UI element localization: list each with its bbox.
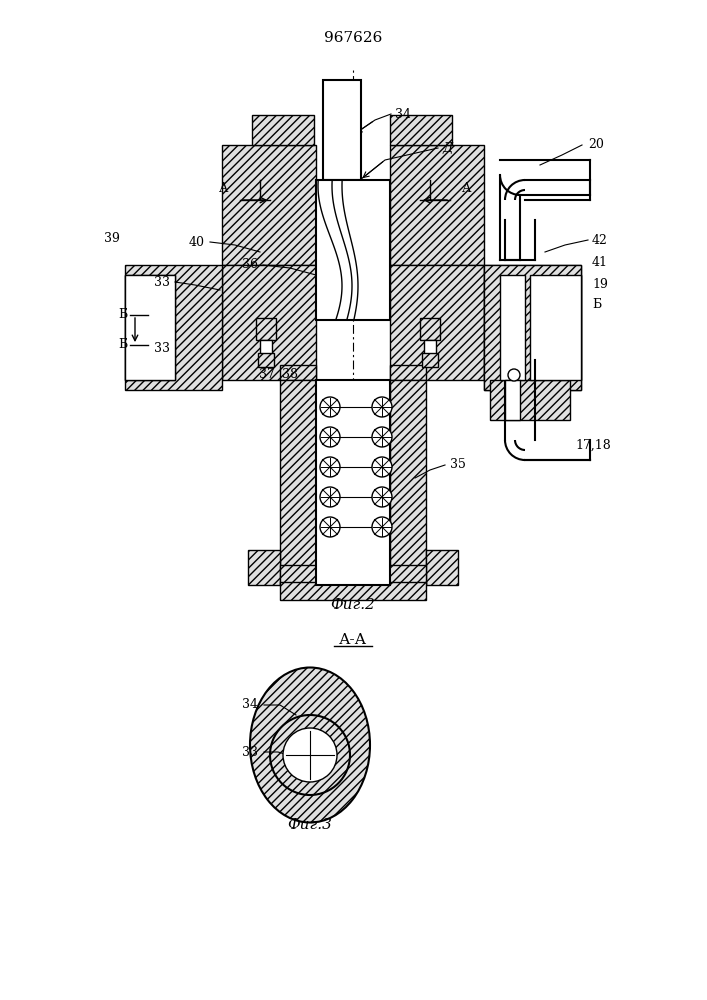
Bar [258, 353, 274, 367]
Bar [316, 380, 390, 585]
Bar [505, 380, 520, 420]
Bar [530, 275, 581, 380]
Text: Б: Б [119, 308, 128, 322]
Circle shape [372, 487, 392, 507]
Bar [390, 115, 452, 145]
Text: 36: 36 [242, 258, 258, 271]
Text: Б: Б [119, 338, 128, 352]
Bar [530, 275, 581, 380]
Bar [484, 265, 581, 390]
Text: А: А [218, 182, 228, 194]
Circle shape [508, 369, 520, 381]
Text: 39: 39 [104, 232, 120, 244]
Text: 967626: 967626 [324, 31, 382, 45]
Text: 20: 20 [588, 138, 604, 151]
Text: Д: Д [442, 141, 452, 154]
Text: 17,18: 17,18 [575, 438, 611, 452]
Text: 35: 35 [450, 458, 466, 472]
Text: Фиг.3: Фиг.3 [288, 818, 332, 832]
Bar [490, 380, 570, 420]
Bar [280, 582, 426, 600]
Bar [125, 265, 222, 390]
Bar [420, 318, 440, 340]
Bar [323, 80, 361, 180]
Circle shape [320, 517, 340, 537]
Bar [316, 180, 390, 320]
Bar [280, 565, 426, 585]
Bar [256, 318, 276, 340]
Text: Б: Б [592, 298, 601, 312]
Bar [390, 380, 426, 585]
Bar [222, 265, 316, 380]
Text: 33: 33 [242, 746, 258, 758]
Bar [252, 115, 314, 145]
Bar [390, 265, 484, 380]
Text: 34: 34 [242, 698, 258, 712]
Circle shape [270, 715, 350, 795]
Circle shape [372, 517, 392, 537]
Bar [280, 365, 316, 380]
Text: 33: 33 [154, 275, 170, 288]
Bar [125, 275, 175, 380]
Bar [390, 145, 484, 265]
Circle shape [320, 457, 340, 477]
Bar [280, 380, 316, 585]
Bar [500, 275, 525, 380]
Bar [426, 550, 458, 585]
Bar [248, 550, 280, 585]
Bar [424, 340, 436, 355]
Text: 34: 34 [395, 107, 411, 120]
Circle shape [372, 457, 392, 477]
Text: 41: 41 [592, 255, 608, 268]
Text: А-А: А-А [339, 633, 367, 647]
Text: 37: 37 [259, 367, 275, 380]
Circle shape [283, 728, 337, 782]
Text: 42: 42 [592, 233, 608, 246]
Bar [125, 275, 175, 380]
Circle shape [320, 397, 340, 417]
Bar [422, 353, 438, 367]
Bar [390, 365, 426, 380]
Text: А: А [462, 182, 472, 194]
Text: 38: 38 [282, 367, 298, 380]
Bar [484, 265, 581, 390]
Circle shape [320, 427, 340, 447]
Ellipse shape [250, 668, 370, 822]
Text: 33: 33 [154, 342, 170, 355]
Text: Фиг.2: Фиг.2 [331, 598, 375, 612]
Text: 40: 40 [189, 235, 205, 248]
Bar [260, 340, 272, 355]
Circle shape [372, 427, 392, 447]
Circle shape [320, 487, 340, 507]
Text: 19: 19 [592, 278, 608, 292]
Circle shape [372, 397, 392, 417]
Bar [222, 145, 316, 265]
